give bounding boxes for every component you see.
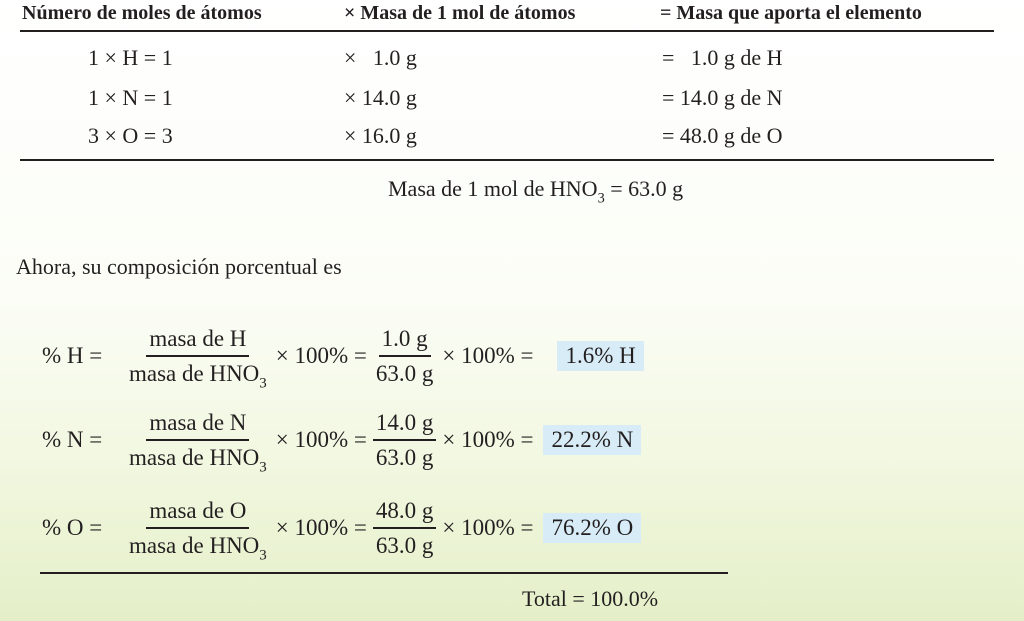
row-h-mass: × 1.0 g [344,45,417,70]
header-mass-contribution: = Masa que aporta el elemento [660,2,922,24]
row-o-moles: 3 × O = 3 [88,123,173,148]
equation-n: % N = masa de N masa de HNO3 × 100% = 14… [42,405,642,476]
row-o-mass: × 16.0 g [344,123,417,148]
fraction-mass-ratio: masa de H masa de HNO3 [129,326,267,392]
molar-mass-total: Masa de 1 mol de HNO3 = 63.0 g [388,176,684,207]
row-n-contrib: = 14.0 g de N [662,85,783,110]
total-rule [40,572,728,574]
row-h-moles: 1 × H = 1 [88,45,173,70]
row-h-contrib: = 1.0 g de H [662,45,783,70]
table-bottom-rule [20,159,994,161]
header-mass-per-mol: × Masa de 1 mol de átomos [344,2,576,24]
row-n-moles: 1 × N = 1 [88,85,173,110]
equation-h: % H = masa de H masa de HNO3 × 100% = 1.… [42,321,644,391]
fraction-values: 48.0 g 63.0 g [372,497,437,559]
fraction-mass-ratio: masa de O masa de HNO3 [129,498,267,564]
intro-text: Ahora, su composición porcentual es [16,254,342,279]
fraction-mass-ratio: masa de N masa de HNO3 [129,410,267,476]
equation-lhs: % H = [42,343,103,368]
equation-lhs: % N = [42,427,103,452]
fraction-values: 14.0 g 63.0 g [372,409,437,471]
result-highlight: 76.2% O [543,513,642,543]
result-highlight: 1.6% H [557,341,644,371]
percent-total: Total = 100.0% [522,586,659,611]
header-rule [20,30,994,32]
fraction-values: 1.0 g 63.0 g [375,326,434,386]
result-highlight: 22.2% N [543,425,642,455]
equation-o: % O = masa de O masa de HNO3 × 100% = 48… [42,493,642,564]
header-moles: Número de moles de átomos [22,2,262,24]
equation-lhs: % O = [42,515,103,540]
row-o-contrib: = 48.0 g de O [662,123,783,148]
row-n-mass: × 14.0 g [344,85,417,110]
